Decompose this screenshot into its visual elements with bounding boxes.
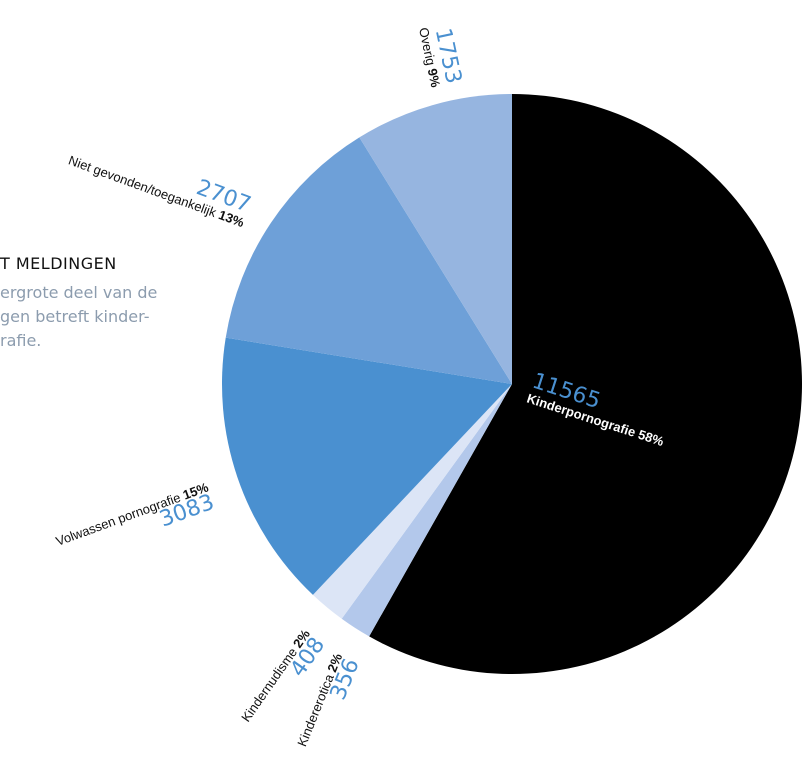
intro-title: T MELDINGEN bbox=[0, 254, 117, 273]
intro-line-2: gen betreft kinder- bbox=[0, 307, 150, 326]
pie-slice-kinderpornografie bbox=[369, 94, 803, 674]
intro-line-1: ergrote deel van de bbox=[0, 283, 158, 302]
intro-description: ergrote deel van de gen betreft kinder- … bbox=[0, 281, 250, 353]
pie-percent-label: 2% bbox=[324, 651, 345, 674]
pie-slice-volwassen-pornografie bbox=[222, 337, 512, 595]
pie-slices bbox=[222, 94, 803, 674]
intro-line-3: rafie. bbox=[0, 331, 42, 350]
pie-slice-kindererotica bbox=[341, 384, 512, 637]
pie-slice-niet-gevonden-toegankelijk bbox=[225, 137, 512, 384]
pie-slice-overig bbox=[359, 94, 512, 384]
intro-text-block: T MELDINGEN ergrote deel van de gen betr… bbox=[0, 254, 250, 353]
pie-slice-kindernudisme bbox=[312, 384, 512, 619]
pie-percent-label: 9% bbox=[425, 67, 444, 89]
